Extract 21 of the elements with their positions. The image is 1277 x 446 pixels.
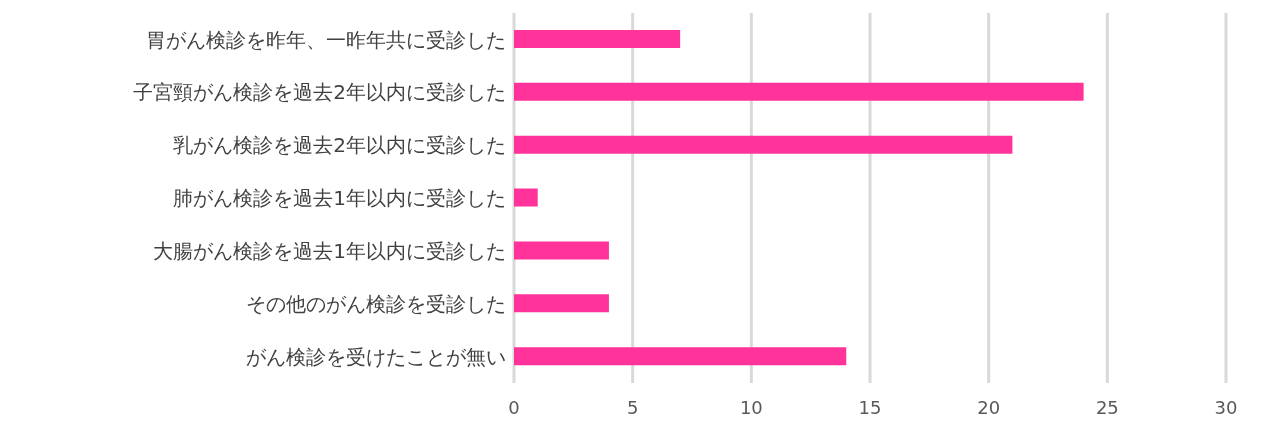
bar — [514, 294, 609, 313]
bar — [514, 135, 1013, 154]
y-tick-label: 大腸がん検診を過去1年以内に受診した — [153, 238, 506, 263]
bar — [514, 30, 681, 48]
x-tick-label: 0 — [508, 396, 520, 418]
y-tick-label: 胃がん検診を昨年、一昨年共に受診した — [146, 27, 506, 52]
bar — [514, 188, 538, 207]
x-tick-label: 20 — [977, 396, 1001, 418]
x-tick-label: 25 — [1095, 396, 1119, 418]
y-tick-label: がん検診を受けたことが無い — [246, 344, 506, 369]
bar — [514, 241, 609, 260]
y-tick-label: 肺がん検診を過去1年以内に受診した — [173, 186, 506, 211]
bar — [514, 347, 847, 366]
y-tick-label: 乳がん検診を過去2年以内に受診した — [173, 133, 506, 158]
y-tick-label: その他のがん検診を受診した — [246, 291, 506, 316]
x-tick-label: 10 — [739, 396, 763, 418]
x-tick-label: 30 — [1214, 396, 1238, 418]
y-tick-label: 子宮頸がん検診を過去2年以内に受診した — [133, 80, 506, 105]
bar — [514, 82, 1084, 101]
x-tick-label: 5 — [626, 396, 639, 418]
x-tick-label: 15 — [858, 396, 882, 418]
